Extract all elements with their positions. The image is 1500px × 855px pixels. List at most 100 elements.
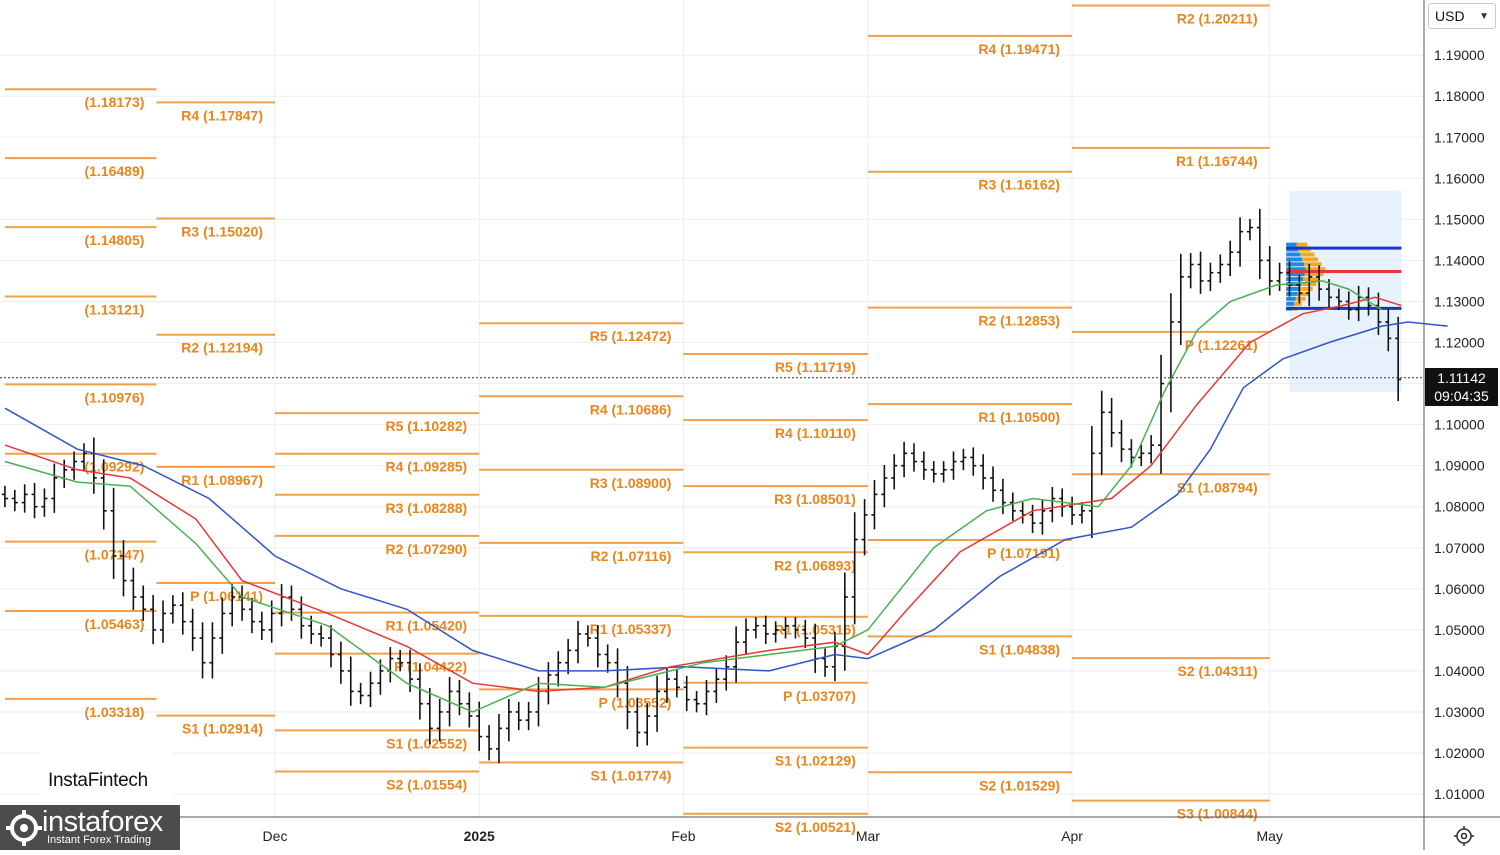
- pivot-label: S1 (1.02129): [775, 753, 856, 769]
- settings-button[interactable]: [1452, 824, 1476, 848]
- pivot-label: R2 (1.12853): [978, 313, 1060, 329]
- sma-slow-line: [4, 321, 1448, 672]
- volume-histogram-bar: [1299, 286, 1313, 291]
- pivot-label: S1 (1.04838): [979, 641, 1060, 657]
- pivot-label: R5 (1.12472): [590, 328, 672, 344]
- watermark-text: InstaFintech: [48, 770, 148, 791]
- pivot-label: P (1.06141): [190, 588, 263, 604]
- time-tick-label: 2025: [464, 828, 495, 844]
- pivot-label: (1.16489): [84, 163, 144, 179]
- volume-histogram-bar: [1286, 301, 1295, 306]
- pivot-label: (1.14805): [84, 232, 144, 248]
- pivot-label: R3 (1.08288): [385, 500, 467, 516]
- pivot-label: R5 (1.11719): [775, 359, 856, 375]
- pivot-label: R3 (1.08501): [774, 491, 856, 507]
- pivot-label: S2 (1.00521): [775, 819, 856, 835]
- volume-histogram-bar: [1305, 267, 1326, 272]
- pivot-label: R1 (1.10500): [978, 409, 1060, 425]
- price-tick-label: 1.08000: [1434, 499, 1485, 515]
- pivot-label: (1.05463): [84, 616, 144, 632]
- pivot-label: (1.07147): [84, 547, 144, 563]
- volume-histogram-bar: [1302, 257, 1319, 262]
- price-tick-label: 1.15000: [1434, 211, 1485, 227]
- pivot-label: S1 (1.01774): [590, 767, 671, 783]
- pivot-label: R4 (1.09285): [385, 459, 467, 475]
- pivot-label: R2 (1.20211): [1177, 10, 1258, 26]
- pivot-label: R4 (1.10110): [775, 425, 856, 441]
- volume-histogram-bar: [1286, 296, 1296, 301]
- price-tick-label: 1.07000: [1434, 540, 1485, 556]
- pivot-label: R1 (1.05420): [385, 618, 467, 634]
- volume-histogram-bar: [1295, 296, 1306, 301]
- moving-averages: [4, 280, 1448, 713]
- pivot-label: (1.13121): [84, 302, 144, 318]
- pivot-label: P (1.04422): [394, 659, 467, 675]
- price-tick-label: 1.19000: [1434, 47, 1485, 63]
- pivot-label: P (1.03707): [783, 688, 856, 704]
- volume-histogram-bar: [1286, 286, 1300, 291]
- logo-gear-icon: [6, 810, 42, 846]
- price-tick-label: 1.01000: [1434, 786, 1485, 802]
- price-tick-label: 1.04000: [1434, 663, 1485, 679]
- currency-label: USD: [1435, 8, 1465, 24]
- volume-histogram-bar: [1286, 242, 1297, 247]
- instaforex-logo: [0, 805, 180, 850]
- pivot-label: S2 (1.01529): [979, 777, 1060, 793]
- pivot-label: S2 (1.04311): [1178, 663, 1258, 679]
- bar-countdown: 09:04:35: [1434, 387, 1489, 404]
- pivot-label: R2 (1.12194): [181, 340, 263, 356]
- volume-histogram-bar: [1286, 267, 1306, 272]
- price-tick-label: 1.03000: [1434, 704, 1485, 720]
- pivot-label: S1 (1.08794): [1177, 479, 1258, 495]
- pivot-label: R1 (1.16744): [1176, 153, 1258, 169]
- time-tick-label: Mar: [856, 828, 880, 844]
- volume-histogram-bar: [1286, 291, 1298, 296]
- pivot-label: R3 (1.16162): [978, 177, 1060, 193]
- price-tick-label: 1.16000: [1434, 170, 1485, 186]
- volume-histogram-bar: [1286, 262, 1304, 267]
- pivot-label: R1 (1.08967): [181, 472, 263, 488]
- price-tick-label: 1.05000: [1434, 622, 1485, 638]
- volume-profile: [1286, 190, 1402, 392]
- pivot-label: R4 (1.10686): [590, 401, 672, 417]
- pivot-label: R3 (1.08900): [590, 475, 672, 491]
- volume-histogram-bar: [1297, 291, 1310, 296]
- logo-name: instaforex: [42, 806, 163, 838]
- volume-histogram-bar: [1286, 277, 1304, 282]
- pivot-label: S1 (1.02914): [182, 721, 263, 737]
- pivot-label: (1.18173): [84, 94, 144, 110]
- pivot-label: P (1.03552): [599, 694, 672, 710]
- pivot-label: R2 (1.07290): [385, 541, 467, 557]
- pivot-label: S1 (1.02552): [386, 735, 467, 751]
- time-tick-label: Feb: [671, 828, 695, 844]
- price-tick-label: 1.06000: [1434, 581, 1485, 597]
- pivot-label: R4 (1.19471): [978, 41, 1060, 57]
- volume-histogram-bar: [1286, 257, 1303, 262]
- candles: [1, 208, 1402, 764]
- price-tick-label: 1.10000: [1434, 417, 1485, 433]
- currency-select[interactable]: USD ▼: [1428, 3, 1496, 29]
- price-tick-label: 1.14000: [1434, 252, 1485, 268]
- pivot-label: P (1.12261): [1185, 337, 1258, 353]
- volume-histogram-bar: [1296, 242, 1308, 247]
- volume-histogram-bar: [1300, 252, 1315, 257]
- gear-icon: [1454, 826, 1474, 846]
- pivot-label: (1.03318): [84, 704, 144, 720]
- pivot-label: S3 (1.00844): [1177, 806, 1258, 822]
- pivot-label: R2 (1.07116): [590, 548, 671, 564]
- pivot-label: R3 (1.15020): [181, 224, 263, 240]
- current-price-value: 1.11142: [1437, 369, 1486, 386]
- volume-histogram-bar: [1286, 252, 1301, 257]
- price-tick-label: 1.18000: [1434, 88, 1485, 104]
- logo-tagline: Instant Forex Trading: [47, 834, 151, 846]
- pivot-label: R1 (1.05337): [590, 621, 672, 637]
- sma-mid-line: [4, 296, 1402, 693]
- time-tick-label: May: [1256, 828, 1282, 844]
- price-tick-label: 1.12000: [1434, 335, 1485, 351]
- price-tick-label: 1.13000: [1434, 293, 1485, 309]
- sma-fast-line: [4, 280, 1383, 713]
- time-tick-label: Apr: [1061, 828, 1083, 844]
- current-price-badge: 1.11142 09:04:35: [1425, 367, 1498, 406]
